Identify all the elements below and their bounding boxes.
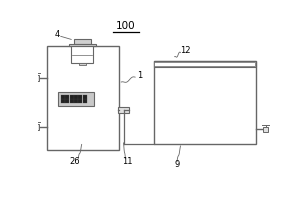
Bar bbox=[34, 75, 39, 81]
Bar bbox=[61, 99, 65, 103]
Text: 26: 26 bbox=[69, 157, 80, 166]
Bar bbox=[83, 99, 87, 103]
Bar bbox=[154, 61, 256, 67]
Bar bbox=[74, 39, 91, 44]
Bar bbox=[71, 46, 93, 62]
Bar bbox=[34, 124, 39, 130]
Bar bbox=[65, 99, 69, 103]
Bar bbox=[65, 95, 69, 99]
Bar bbox=[154, 61, 256, 144]
Text: 100: 100 bbox=[116, 21, 136, 31]
Bar bbox=[78, 99, 82, 103]
Bar bbox=[78, 95, 82, 99]
Bar bbox=[69, 44, 96, 46]
Bar bbox=[154, 62, 255, 66]
Bar bbox=[118, 107, 129, 113]
Bar bbox=[70, 95, 74, 99]
Text: 9: 9 bbox=[174, 160, 180, 169]
Bar bbox=[83, 95, 87, 99]
Bar bbox=[70, 99, 74, 103]
Text: 12: 12 bbox=[180, 46, 190, 55]
Bar bbox=[61, 95, 65, 99]
Text: 11: 11 bbox=[122, 157, 132, 166]
Text: 1: 1 bbox=[137, 71, 142, 80]
Bar bbox=[47, 46, 119, 150]
Text: 4: 4 bbox=[55, 30, 60, 39]
Bar bbox=[263, 127, 268, 132]
Bar bbox=[74, 99, 78, 103]
Bar bbox=[74, 95, 78, 99]
Bar bbox=[79, 63, 86, 65]
Bar bbox=[58, 92, 94, 106]
